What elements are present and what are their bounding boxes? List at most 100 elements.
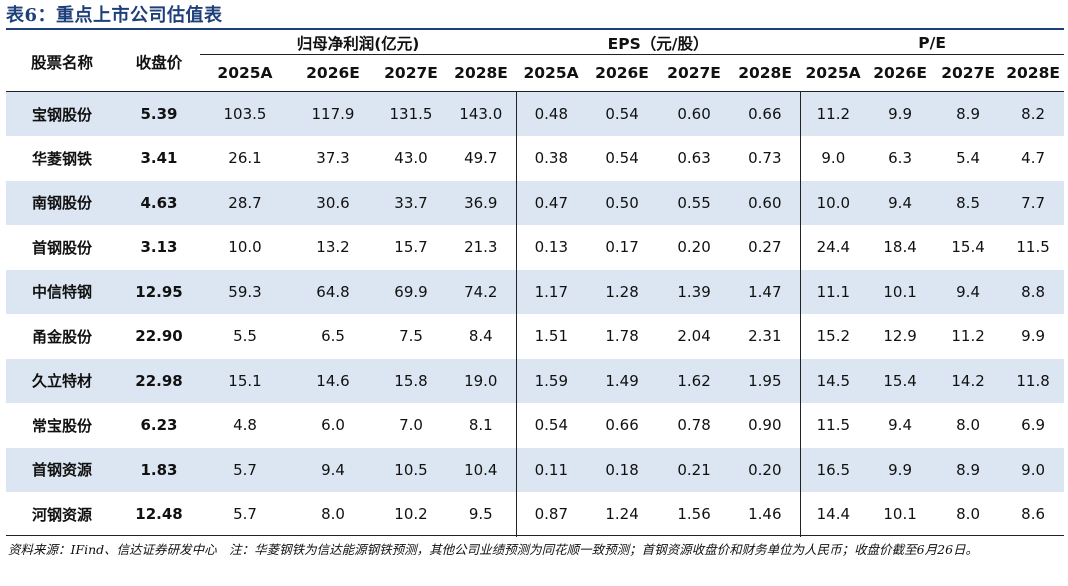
table-row: 常宝股份 6.23 4.8 6.0 7.0 8.1 0.54 0.66 0.78 0.90 11.5… (6, 403, 1064, 448)
table-title: 表6：重点上市公司估值表 (6, 5, 223, 26)
profit-cell: 5.7 (200, 447, 290, 492)
pe-cell: 4.7 (1021, 149, 1046, 168)
close-price-cell: 22.98 (118, 358, 200, 403)
year-header: 2027E (376, 54, 446, 92)
eps-cell: 2.31 (748, 327, 782, 346)
eps-cell: 1.28 (586, 269, 659, 314)
table-body: 宝钢股份 5.39 103.5 117.9 131.5 143.0 0.48 0.54 0.60… (6, 91, 1065, 537)
pe-cell: 8.9 (934, 91, 1003, 136)
eps-cell: 0.54 (515, 403, 587, 448)
pe-cell: 15.4 (866, 358, 935, 403)
table-row: 宝钢股份 5.39 103.5 117.9 131.5 143.0 0.48 0.54 0.60… (6, 91, 1065, 136)
pe-cell: 10.1 (883, 505, 917, 524)
header-row-years: 2025A 2026E 2027E 2028E 2025A 2026E 2027… (6, 54, 1065, 92)
profit-cell: 15.1 (200, 358, 290, 403)
close-price-cell: 3.13 (140, 238, 178, 257)
close-price-cell: 4.63 (118, 180, 200, 225)
year-header: 2026E (290, 54, 376, 92)
eps-cell: 1.24 (605, 505, 639, 524)
year-header: 2028E (730, 54, 801, 92)
pe-cell: 8.0 (956, 416, 980, 435)
profit-cell: 15.8 (376, 358, 446, 403)
eps-cell: 0.17 (605, 238, 639, 257)
pe-cell: 8.8 (1002, 269, 1065, 314)
pe-cell: 9.4 (888, 416, 912, 435)
pe-cell: 9.9 (866, 447, 935, 492)
pe-cell: 24.4 (799, 225, 867, 270)
stock-name-cell: 甬金股份 (31, 327, 92, 346)
pe-cell: 11.1 (799, 269, 867, 314)
stock-name-cell: 首钢资源 (6, 447, 118, 492)
profit-cell: 8.4 (468, 327, 493, 346)
close-price-cell: 12.95 (118, 269, 200, 314)
eps-cell: 2.04 (677, 327, 711, 346)
profit-cell: 8.0 (321, 505, 345, 524)
pe-cell: 8.5 (934, 180, 1003, 225)
eps-cell: 0.20 (677, 238, 711, 257)
eps-cell: 0.18 (586, 447, 659, 492)
pe-cell: 9.4 (866, 180, 935, 225)
stock-name-cell: 华菱钢铁 (31, 149, 92, 168)
pe-cell: 8.0 (956, 505, 980, 524)
table-row: 首钢股份 3.13 10.0 13.2 15.7 21.3 0.13 0.17 0.20 0.27… (6, 225, 1064, 270)
profit-cell: 5.7 (233, 505, 257, 524)
table-row: 南钢股份 4.63 28.7 30.6 33.7 36.9 0.47 0.50 0.55 0.60… (6, 180, 1065, 225)
table-row: 河钢资源 12.48 5.7 8.0 10.2 9.5 0.87 1.24 1.56 1.46 14… (6, 492, 1064, 537)
eps-cell: 0.55 (658, 180, 731, 225)
pe-cell: 6.3 (888, 149, 912, 168)
eps-cell: 0.13 (515, 225, 587, 270)
pe-cell: 5.4 (956, 149, 980, 168)
pe-cell: 10.0 (799, 180, 867, 225)
pe-cell: 11.5 (799, 403, 867, 448)
eps-cell: 1.51 (515, 314, 587, 359)
year-header: 2026E (586, 54, 659, 92)
pe-cell: 8.2 (1002, 91, 1065, 136)
stock-name-cell: 久立特材 (6, 358, 118, 403)
eps-cell: 0.27 (748, 238, 782, 257)
table-row: 华菱钢铁 3.41 26.1 37.3 43.0 49.7 0.38 0.54 0.63 0.73… (6, 136, 1064, 181)
pe-cell: 9.9 (1021, 327, 1046, 346)
pe-cell: 9.9 (866, 91, 935, 136)
year-header: 2027E (658, 54, 731, 92)
profit-group-header: 归母净利润(亿元) (200, 32, 517, 55)
profit-cell: 7.5 (399, 327, 423, 346)
table-row: 久立特材 22.98 15.1 14.6 15.8 19.0 1.59 1.49 1.62 1.9… (6, 358, 1065, 403)
eps-cell: 0.73 (748, 149, 782, 168)
eps-cell: 1.17 (515, 269, 587, 314)
pe-cell: 6.9 (1021, 416, 1046, 435)
table-row: 甬金股份 22.90 5.5 6.5 7.5 8.4 1.51 1.78 2.04 2.31 15.… (6, 314, 1064, 359)
profit-cell: 49.7 (464, 149, 498, 168)
year-header: 2025A (200, 54, 290, 92)
eps-cell: 1.95 (730, 358, 801, 403)
year-header: 2025A (516, 54, 587, 92)
eps-cell: 0.66 (605, 416, 639, 435)
close-price-cell: 1.83 (118, 447, 200, 492)
profit-cell: 43.0 (394, 149, 428, 168)
close-price-cell: 5.39 (118, 91, 200, 136)
pe-cell: 14.5 (799, 358, 867, 403)
profit-cell: 8.1 (468, 416, 493, 435)
eps-cell: 1.46 (748, 505, 782, 524)
pe-cell: 11.2 (951, 327, 985, 346)
profit-cell: 13.2 (316, 238, 350, 257)
close-price-cell: 22.90 (135, 327, 183, 346)
eps-cell: 0.60 (730, 180, 801, 225)
pe-group-header: P/E (800, 32, 1065, 55)
eps-cell: 1.59 (515, 358, 587, 403)
profit-cell: 37.3 (316, 149, 350, 168)
eps-cell: 0.87 (515, 492, 587, 537)
eps-group-header: EPS（元/股） (516, 32, 801, 55)
eps-cell: 0.21 (658, 447, 731, 492)
profit-cell: 5.5 (233, 327, 257, 346)
profit-cell: 59.3 (200, 269, 290, 314)
pe-cell: 9.0 (799, 136, 867, 181)
header-row-groups: 股票名称 收盘价 归母净利润(亿元) EPS（元/股） P/E (6, 32, 1065, 92)
profit-cell: 9.5 (468, 505, 493, 524)
profit-cell: 143.0 (446, 91, 517, 136)
close-price-cell: 12.48 (135, 505, 183, 524)
eps-cell: 0.78 (677, 416, 711, 435)
close-price-header: 收盘价 (118, 32, 200, 92)
profit-cell: 33.7 (376, 180, 446, 225)
profit-cell: 10.0 (228, 238, 262, 257)
pe-cell: 7.7 (1002, 180, 1065, 225)
